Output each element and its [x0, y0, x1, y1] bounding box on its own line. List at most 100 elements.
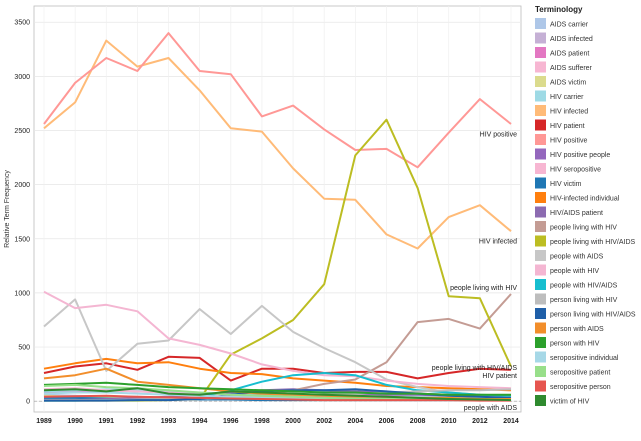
legend-label: HIV patient — [550, 123, 585, 130]
legend-swatch — [535, 380, 546, 392]
series-line-person-with-hiv — [43, 381, 511, 396]
legend-label: AIDS victim — [550, 80, 586, 87]
series-lines — [43, 32, 512, 402]
x-tick-label: 1991 — [98, 418, 114, 425]
legend-label: AIDS infected — [550, 36, 593, 43]
legend-swatch — [535, 18, 546, 29]
legend-label: seropositive individual — [550, 355, 619, 362]
series-annotation: HIV positive — [480, 131, 517, 138]
legend-swatch — [535, 351, 546, 363]
series-line-victim-of-hiv — [43, 387, 512, 402]
legend-label: HIV victim — [550, 181, 582, 188]
legend-label: people with HIV — [550, 268, 599, 275]
legend-swatch — [535, 76, 546, 87]
legend-swatch — [535, 337, 546, 348]
legend-swatch — [535, 177, 546, 189]
y-tick-label: 2000 — [14, 182, 30, 189]
legend-label: HIV seropositive — [550, 167, 601, 174]
legend-swatch — [535, 163, 546, 174]
series-annotation: people living with HIV — [450, 285, 517, 292]
legend-label: HIV carrier — [550, 94, 584, 101]
legend-label: HIV positive people — [550, 152, 610, 159]
x-tick-label: 2008 — [410, 418, 426, 425]
x-tick-label: 2010 — [441, 418, 457, 425]
x-tick-label: 1993 — [161, 418, 177, 425]
legend-swatch — [535, 395, 546, 406]
series-annotation: HIV patient — [482, 373, 517, 380]
legend-swatch — [535, 250, 546, 261]
legend-swatch — [535, 192, 546, 203]
y-tick-label: 1000 — [14, 290, 30, 297]
series-line-people-with-hiv — [43, 290, 512, 390]
legend-swatch — [535, 308, 546, 319]
y-tick-label: 3000 — [14, 74, 30, 81]
legend-swatch — [535, 47, 546, 58]
x-tick-label: 1989 — [36, 418, 52, 425]
y-tick-label: 0 — [26, 399, 30, 406]
legend-swatch — [535, 119, 546, 131]
x-tick-label: 1996 — [223, 418, 239, 425]
x-axis-ticks: 1989 1990 1991 1992 1993 1994 1996 1998 2000 2002… — [36, 418, 519, 425]
series-line-people-with-aids — [43, 298, 512, 398]
legend-swatch — [535, 264, 546, 276]
legend-label: HIV positive — [550, 138, 587, 145]
series-annotation: HIV infected — [479, 238, 517, 245]
series-line-hiv-infected — [43, 39, 512, 250]
legend-label: AIDS patient — [550, 51, 589, 58]
legend-label: AIDS carrier — [550, 22, 589, 29]
legend-swatch — [535, 221, 546, 232]
legend-label: people with HIV/AIDS — [550, 283, 618, 290]
x-tick-label: 1994 — [192, 418, 208, 425]
plot-area — [33, 5, 522, 413]
legend-label: HIV infected — [550, 109, 588, 116]
legend-label: HIV-infected individual — [550, 196, 620, 203]
legend-label: people living with HIV/AIDS — [550, 239, 636, 246]
series-line-hiv-positive — [43, 32, 512, 169]
x-tick-label: 2000 — [285, 418, 301, 425]
series-line-seropositive-person — [43, 394, 511, 402]
series-line-hiv-patient — [43, 355, 512, 382]
legend-label: person living with HIV/AIDS — [550, 312, 636, 319]
legend-label: HIV/AIDS patient — [550, 210, 603, 217]
legend-label: AIDS sufferer — [550, 65, 593, 72]
y-tick-label: 3500 — [14, 20, 30, 27]
legend-label: people living with HIV — [550, 225, 617, 232]
legend-label: person with HIV — [550, 341, 600, 348]
series-annotation: people with AIDS — [464, 405, 518, 412]
y-axis-label: Relative Term Frequency — [4, 170, 11, 248]
legend: Terminology AIDS carrier AIDS infected AIDS… — [535, 5, 636, 406]
legend-swatch — [535, 293, 546, 305]
legend-label: seropositive person — [550, 384, 611, 391]
x-tick-label: 1990 — [67, 418, 83, 425]
legend-swatch — [535, 366, 546, 377]
legend-swatch — [535, 32, 546, 44]
legend-label: person living with HIV — [550, 297, 618, 304]
legend-label: victim of HIV — [550, 399, 590, 406]
x-tick-label: 2012 — [472, 418, 488, 425]
gridlines — [33, 5, 522, 413]
legend-label: person with AIDS — [550, 326, 604, 333]
legend-swatch — [535, 235, 546, 247]
x-tick-label: 2004 — [348, 418, 364, 425]
series-line-hiv-infected-individual — [43, 357, 512, 392]
x-tick-label: 2002 — [316, 418, 332, 425]
y-axis-ticks: 0 500 1000 1500 2000 2500 3000 3500 — [14, 20, 30, 406]
legend-swatch — [535, 279, 546, 290]
y-tick-label: 500 — [18, 345, 30, 352]
legend-swatch — [535, 90, 546, 102]
y-tick-label: 1500 — [14, 236, 30, 243]
legend-swatch — [535, 322, 546, 334]
legend-swatch — [535, 148, 546, 160]
legend-label: people with AIDS — [550, 254, 604, 261]
legend-swatch — [535, 134, 546, 145]
x-tick-label: 1998 — [254, 418, 270, 425]
legend-swatch — [535, 61, 546, 73]
series-annotations: HIV positive HIV infected people living wi… — [432, 131, 518, 412]
legend-swatch — [535, 105, 546, 116]
legend-swatch — [535, 206, 546, 218]
x-tick-label: 2006 — [379, 418, 395, 425]
y-tick-label: 2500 — [14, 128, 30, 135]
legend-label: seropositive patient — [550, 370, 610, 377]
series-annotation: people living with HIV/AIDS — [432, 365, 518, 372]
